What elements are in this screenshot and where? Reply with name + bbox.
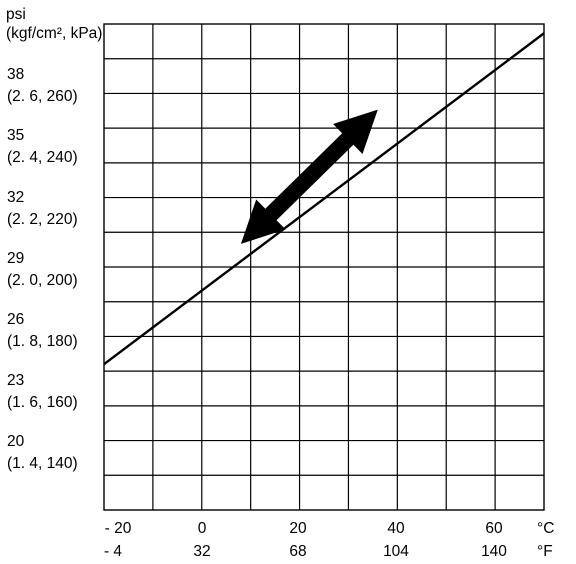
y-tick-psi: 35 (7, 127, 24, 144)
x-tick-f: 32 (193, 543, 210, 560)
x-tick-c: 0 (198, 520, 207, 537)
y-tick-alt: (2. 0, 200) (7, 272, 78, 289)
y-tick-alt: (1. 6, 160) (7, 394, 78, 411)
y-tick-psi: 38 (7, 66, 24, 83)
y-tick-psi: 29 (7, 250, 24, 267)
x-tick-labels-fahrenheit: - 4 32 68 104 140 °F (104, 543, 553, 560)
y-tick-alt: (2. 6, 260) (7, 88, 78, 105)
x-tick-c: 60 (485, 520, 503, 537)
double-arrow (240, 109, 378, 244)
x-tick-labels-celsius: - 20 0 20 40 60 °C (105, 520, 555, 537)
y-tick-psi: 20 (7, 433, 25, 450)
y-tick-alt: (2. 4, 240) (7, 149, 78, 166)
y-tick-alt: (1. 4, 140) (7, 455, 78, 472)
x-tick-f: - 4 (104, 543, 122, 560)
x-unit-celsius: °C (537, 520, 554, 537)
y-axis-title-psi: psi (6, 6, 26, 23)
x-tick-c: 20 (289, 520, 307, 537)
plot-frame (103, 23, 545, 511)
y-tick-labels: 38 (2. 6, 260) 35 (2. 4, 240) 32 (2. 2, … (7, 66, 78, 472)
y-tick-alt: (2. 2, 220) (7, 211, 78, 228)
y-axis-title-units: (kgf/cm², kPa) (6, 25, 102, 42)
y-tick-alt: (1. 8, 180) (7, 333, 78, 350)
x-tick-f: 140 (481, 543, 507, 560)
x-unit-fahrenheit: °F (537, 543, 553, 560)
x-tick-f: 68 (289, 543, 306, 560)
x-tick-c: - 20 (105, 520, 132, 537)
grid (104, 24, 544, 510)
x-tick-f: 104 (383, 543, 409, 560)
x-tick-c: 40 (387, 520, 405, 537)
y-tick-psi: 23 (7, 372, 24, 389)
y-tick-psi: 26 (7, 311, 24, 328)
pressure-line (103, 32, 545, 366)
y-tick-psi: 32 (7, 189, 24, 206)
